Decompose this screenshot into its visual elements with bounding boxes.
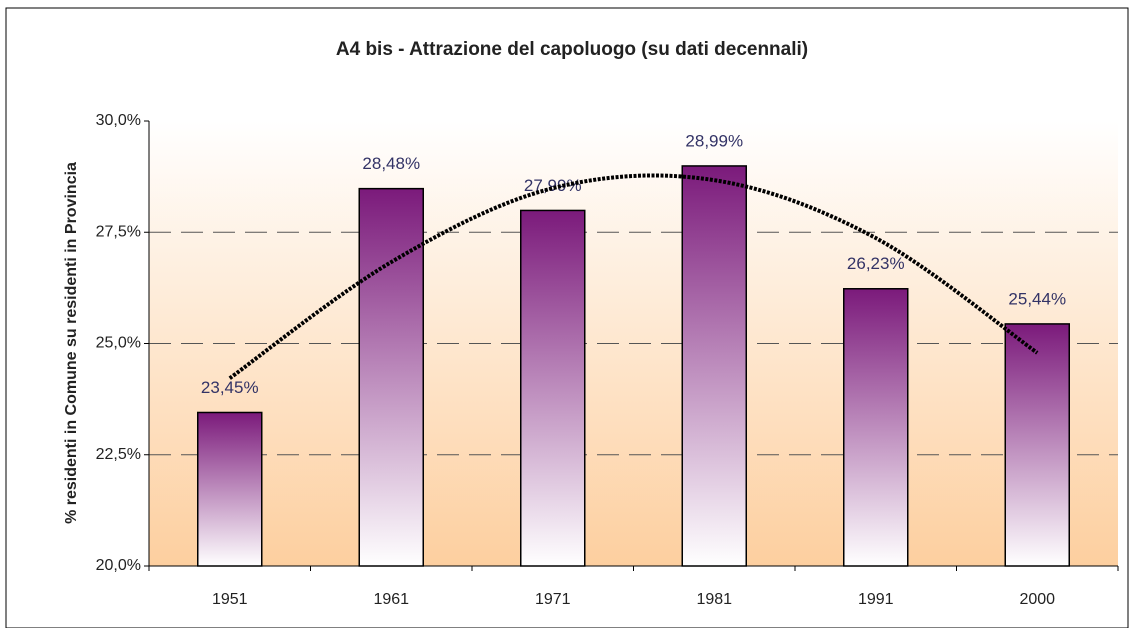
chart-title: A4 bis - Attrazione del capoluogo (su da… <box>336 39 808 60</box>
data-label: 28,48% <box>362 154 420 173</box>
data-label: 26,23% <box>847 254 905 273</box>
y-tick-label: 27,5% <box>96 223 141 240</box>
data-label: 25,44% <box>1008 289 1066 308</box>
y-tick-label: 25,0% <box>96 335 141 352</box>
x-tick-label: 1951 <box>212 591 248 608</box>
bar <box>197 411 263 567</box>
x-tick-label: 2000 <box>1019 591 1055 608</box>
x-tick-label: 1981 <box>696 591 732 608</box>
x-tick-label: 1961 <box>373 591 409 608</box>
data-label: 28,99% <box>685 131 743 150</box>
bar <box>358 187 424 567</box>
bar <box>520 209 586 567</box>
x-tick-label: 1971 <box>535 591 571 608</box>
x-tick-label: 1991 <box>858 591 894 608</box>
trend-line <box>228 173 1039 380</box>
bar <box>1004 323 1070 567</box>
y-tick-label: 30,0% <box>96 112 141 129</box>
y-axis-label: % residenti in Comune su residenti in Pr… <box>63 162 80 524</box>
bar <box>681 165 747 567</box>
bar <box>843 288 909 567</box>
y-tick-label: 22,5% <box>96 446 141 463</box>
data-label: 23,45% <box>201 378 259 397</box>
y-tick-label: 20,0% <box>96 557 141 574</box>
